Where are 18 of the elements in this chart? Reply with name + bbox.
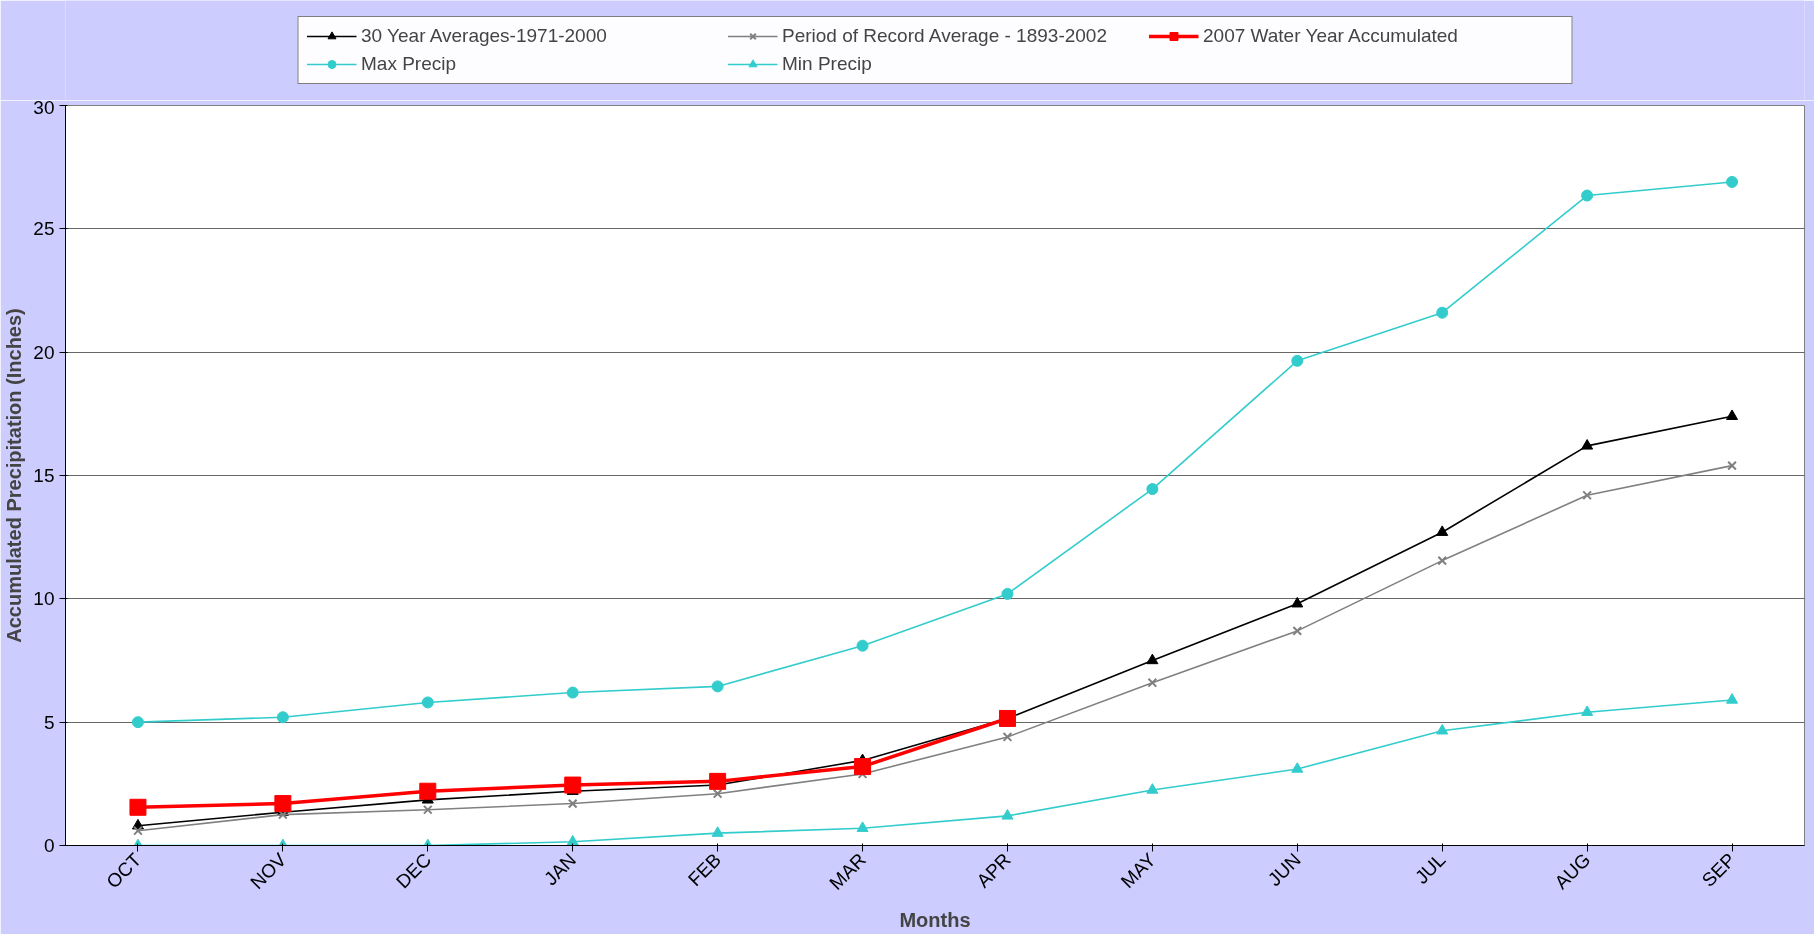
y-tick-label: 25 xyxy=(33,218,55,240)
legend-label: 30 Year Averages-1971-2000 xyxy=(361,25,608,47)
x-tick-label: JUL xyxy=(1410,849,1450,888)
y-tick-label: 30 xyxy=(33,96,55,118)
y-tick-label: 5 xyxy=(43,711,55,733)
y-tick-label: 0 xyxy=(43,835,55,856)
y-tick-label: 15 xyxy=(33,465,55,486)
legend-label: Min Precip xyxy=(782,53,873,75)
x-tick-label: SEP xyxy=(1697,849,1740,891)
x-tick-label: FEB xyxy=(684,849,726,891)
x-tick-label: JAN xyxy=(539,849,581,890)
y-tick-label: 10 xyxy=(33,588,55,610)
y-axis-title: Accumulated Precipitation (Inches) xyxy=(3,308,26,643)
x-axis-title: Months xyxy=(899,909,971,932)
y-tick-label: 20 xyxy=(33,341,55,363)
legend-label: Period of Record Average - 1893-2002 xyxy=(782,25,1108,47)
legend-label: 2007 Water Year Accumulated xyxy=(1203,25,1459,47)
legend-label: Max Precip xyxy=(361,53,458,75)
